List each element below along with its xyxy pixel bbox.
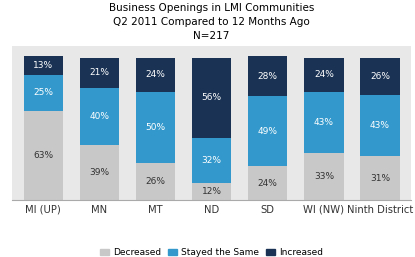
Text: 39%: 39% — [89, 168, 110, 177]
Bar — [248, 166, 288, 200]
Bar — [80, 58, 119, 88]
Text: 24%: 24% — [258, 179, 278, 188]
Text: 24%: 24% — [146, 70, 166, 79]
Text: 43%: 43% — [314, 118, 334, 127]
Bar — [360, 58, 400, 95]
Text: 32%: 32% — [202, 156, 222, 165]
Bar — [192, 138, 231, 183]
Bar — [24, 75, 63, 111]
Text: 24%: 24% — [314, 70, 334, 79]
Text: 25%: 25% — [33, 88, 53, 97]
Text: 49%: 49% — [258, 127, 278, 136]
Text: 26%: 26% — [370, 72, 390, 81]
Bar — [24, 111, 63, 200]
Text: 26%: 26% — [146, 177, 166, 186]
Text: 31%: 31% — [370, 174, 390, 183]
Text: 33%: 33% — [314, 172, 334, 181]
Text: 43%: 43% — [370, 121, 390, 130]
Bar — [304, 58, 344, 92]
Bar — [248, 96, 288, 166]
Text: 56%: 56% — [202, 93, 222, 102]
Bar — [192, 58, 231, 138]
Bar — [136, 92, 175, 163]
Text: 21%: 21% — [89, 68, 110, 77]
Bar — [24, 56, 63, 75]
Bar — [192, 183, 231, 200]
Legend: Decreased, Stayed the Same, Increased: Decreased, Stayed the Same, Increased — [97, 244, 327, 257]
Bar — [80, 88, 119, 145]
Bar — [360, 156, 400, 200]
Bar — [304, 153, 344, 200]
Bar — [136, 58, 175, 92]
Text: 40%: 40% — [89, 112, 110, 121]
Bar — [136, 163, 175, 200]
Text: 28%: 28% — [258, 72, 278, 81]
Bar — [360, 95, 400, 156]
Text: 50%: 50% — [146, 123, 166, 132]
Bar — [304, 92, 344, 153]
Title: Business Openings in LMI Communities
Q2 2011 Compared to 12 Months Ago
N=217: Business Openings in LMI Communities Q2 … — [109, 3, 314, 41]
Text: 13%: 13% — [33, 61, 54, 70]
Text: 63%: 63% — [33, 151, 54, 160]
Bar — [80, 145, 119, 200]
Bar — [248, 56, 288, 96]
Text: 12%: 12% — [202, 187, 222, 196]
